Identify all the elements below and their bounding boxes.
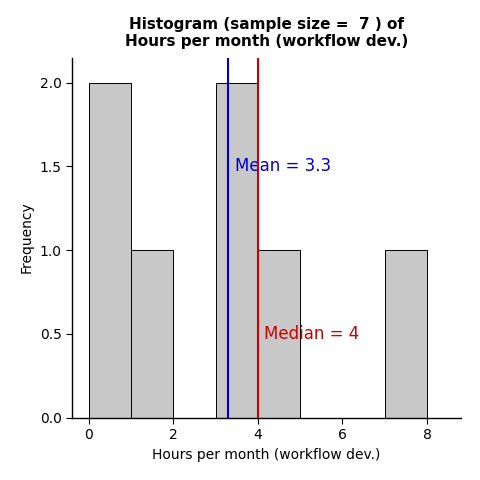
Bar [131,250,173,418]
Bar [89,83,131,418]
Bar [385,250,427,418]
Text: Mean = 3.3: Mean = 3.3 [235,157,331,175]
Text: Median = 4: Median = 4 [264,325,360,343]
Bar [258,250,300,418]
Bar [216,83,258,418]
X-axis label: Hours per month (workflow dev.): Hours per month (workflow dev.) [152,447,381,462]
Y-axis label: Frequency: Frequency [20,202,34,274]
Title: Histogram (sample size =  7 ) of
Hours per month (workflow dev.): Histogram (sample size = 7 ) of Hours pe… [125,17,408,49]
